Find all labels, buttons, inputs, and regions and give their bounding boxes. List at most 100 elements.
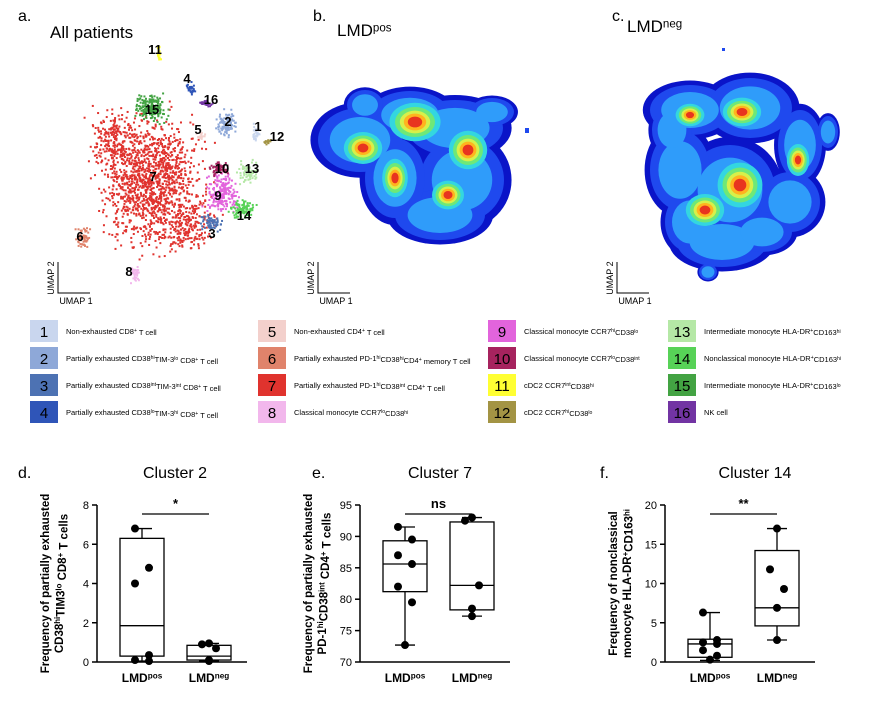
data-point	[131, 524, 139, 533]
umap-point	[191, 229, 194, 232]
umap-point	[145, 181, 148, 184]
umap-point	[220, 127, 223, 130]
umap-point	[238, 205, 241, 208]
text-segment: CD38	[381, 382, 400, 391]
umap-point	[133, 143, 136, 146]
text-segment: CD4	[405, 383, 422, 392]
umap-point	[129, 201, 132, 204]
umap-point	[131, 167, 134, 170]
superscript: +	[419, 357, 422, 363]
umap-point	[160, 166, 163, 169]
umap-point	[256, 134, 259, 137]
umap-point	[217, 205, 220, 208]
umap-point	[245, 211, 248, 214]
umap-point	[100, 152, 103, 155]
umap-point	[125, 225, 128, 228]
umap-point	[154, 200, 157, 203]
umap-point	[178, 141, 181, 144]
umap-point	[148, 168, 151, 171]
legend-swatch	[668, 320, 696, 342]
umap-point	[140, 119, 143, 122]
umap-point	[130, 197, 133, 200]
umap-point	[189, 87, 192, 90]
umap-point	[169, 171, 172, 174]
umap-point	[112, 204, 115, 207]
text-segment: Intermediate monocyte HLA-DR	[704, 327, 811, 336]
umap-point	[173, 202, 176, 205]
umap-point	[134, 194, 137, 197]
umap-point	[216, 219, 219, 222]
umap-point	[166, 197, 169, 200]
umap-point	[127, 194, 130, 197]
umap-point	[184, 184, 187, 187]
umap-point	[224, 190, 227, 193]
umap-point	[204, 199, 207, 202]
umap-point	[106, 132, 109, 135]
umap-point	[105, 130, 108, 133]
umap-point	[146, 103, 149, 106]
umap-point	[133, 149, 136, 152]
umap-point	[147, 185, 150, 188]
umap-point	[159, 203, 162, 206]
text-segment: CD163	[813, 328, 836, 337]
umap-point	[238, 203, 241, 206]
umap-point	[228, 118, 231, 121]
umap-point	[248, 211, 251, 214]
umap-point	[180, 168, 183, 171]
umap-point	[228, 177, 231, 180]
umap-point	[240, 160, 243, 163]
umap-point	[157, 217, 160, 220]
umap-point	[255, 173, 258, 176]
umap-point	[253, 175, 256, 178]
umap-point	[122, 189, 125, 192]
umap-point	[169, 244, 172, 247]
umap-point	[138, 107, 141, 110]
umap-point	[147, 120, 150, 123]
umap-point	[155, 111, 158, 114]
umap-point	[180, 215, 183, 218]
umap-point	[136, 181, 139, 184]
umap-point	[165, 180, 168, 183]
umap-point	[234, 207, 237, 210]
umap-point	[158, 180, 161, 183]
umap-point	[112, 152, 115, 155]
umap-point	[102, 188, 105, 191]
legend-label: Partially exhausted PD-1hiCD38hiCD4+ mem…	[294, 354, 471, 366]
umap-point	[187, 200, 190, 203]
umap-point	[112, 144, 115, 147]
umap-point	[157, 100, 160, 103]
umap-point	[146, 157, 149, 160]
umap-point	[155, 197, 158, 200]
umap-point	[158, 231, 161, 234]
umap-point	[171, 165, 174, 168]
umap-point	[175, 156, 178, 159]
umap-point	[155, 220, 158, 223]
umap-point	[103, 133, 106, 136]
text-segment: CD8	[178, 410, 195, 419]
umap-point	[153, 200, 156, 203]
density-area	[658, 141, 702, 199]
umap-point	[165, 194, 168, 197]
umap-point	[145, 199, 148, 202]
umap-point	[121, 215, 124, 218]
text-segment: T cells	[58, 514, 70, 553]
umap-point	[200, 147, 203, 150]
umap-point	[132, 196, 135, 199]
umap-point	[154, 239, 157, 242]
box	[119, 537, 165, 657]
umap-point	[241, 176, 244, 179]
umap-point	[245, 167, 248, 170]
umap-point	[74, 228, 77, 231]
umap-point	[175, 171, 178, 174]
umap-point	[191, 113, 194, 116]
umap-y-label: UMAP 2	[46, 261, 56, 294]
umap-point	[150, 116, 153, 119]
umap-point	[133, 181, 136, 184]
umap-point	[100, 139, 103, 142]
umap-point	[123, 140, 126, 143]
umap-point	[132, 151, 135, 154]
umap-point	[219, 113, 222, 116]
umap-point	[172, 205, 175, 208]
umap-point	[248, 170, 251, 173]
umap-point	[148, 98, 151, 101]
